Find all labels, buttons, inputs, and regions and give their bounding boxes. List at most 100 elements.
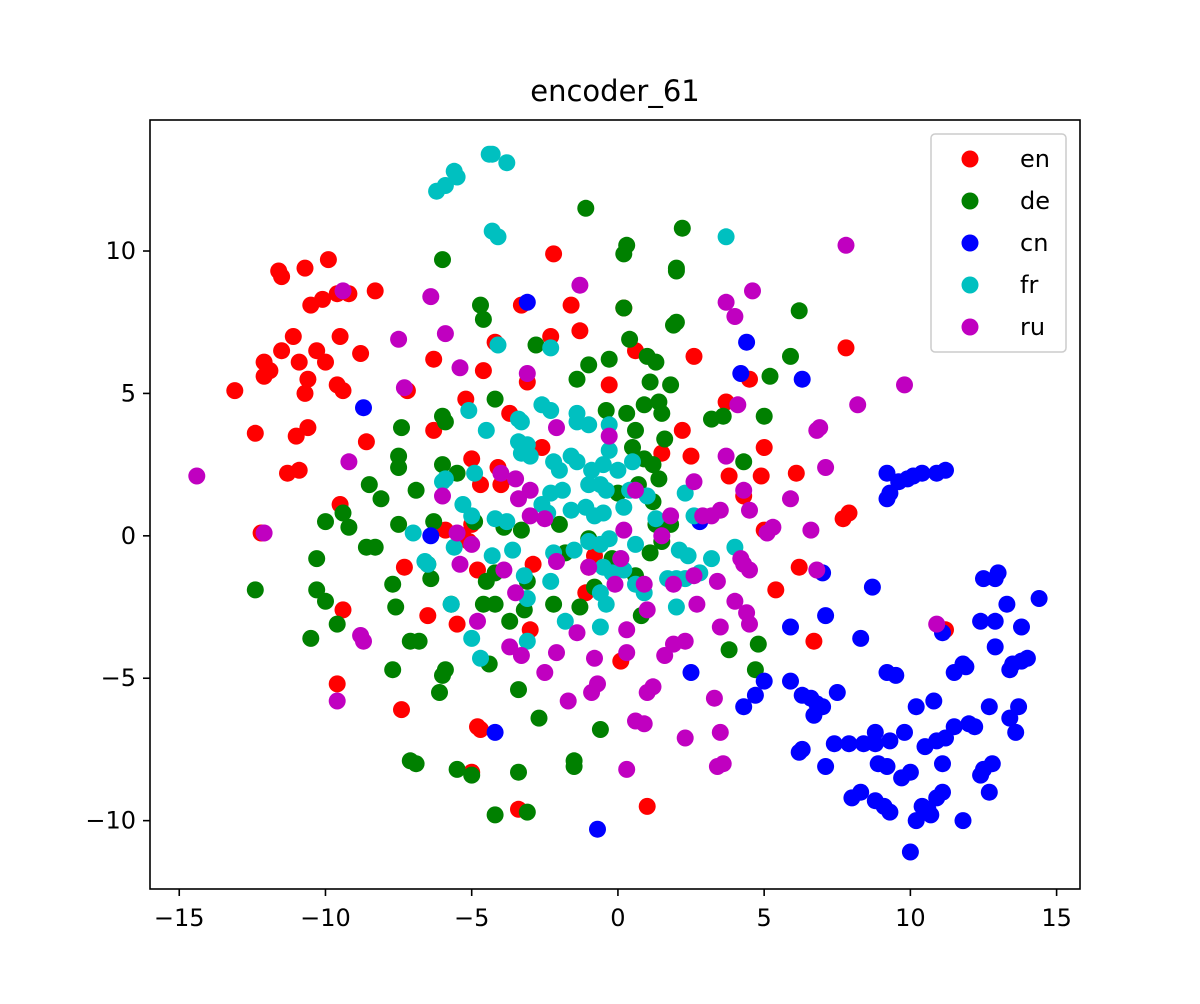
point-fr-20 xyxy=(580,416,598,434)
point-cn-55 xyxy=(980,698,998,716)
point-de-23 xyxy=(641,373,659,391)
point-ru-59 xyxy=(711,723,729,741)
point-en-36 xyxy=(419,607,437,625)
point-de-8 xyxy=(474,310,492,328)
point-fr-29 xyxy=(568,453,586,471)
point-de-66 xyxy=(530,709,548,727)
point-en-74 xyxy=(752,467,770,485)
point-de-48 xyxy=(366,538,384,556)
point-en-67 xyxy=(673,421,691,439)
point-de-114 xyxy=(735,453,753,471)
y-tick-label: 0 xyxy=(121,522,136,550)
legend-label-de: de xyxy=(1020,187,1050,215)
point-cn-19 xyxy=(746,686,764,704)
point-de-86 xyxy=(550,515,568,533)
series-ru xyxy=(188,236,946,778)
point-de-28 xyxy=(627,421,644,439)
point-de-43 xyxy=(334,504,352,522)
point-cn-1 xyxy=(355,399,372,417)
point-ru-36 xyxy=(510,490,527,508)
point-de-60 xyxy=(384,661,402,679)
point-ru-49 xyxy=(618,760,636,778)
plot-frame xyxy=(149,119,1081,890)
point-cn-32 xyxy=(852,783,870,801)
point-cn-3 xyxy=(732,365,750,382)
point-ru-13 xyxy=(355,632,372,650)
point-ru-25 xyxy=(548,644,565,662)
series-fr xyxy=(404,145,744,667)
point-ru-41 xyxy=(612,550,630,568)
point-cn-29 xyxy=(896,723,913,741)
point-de-32 xyxy=(393,419,410,437)
point-ru-7 xyxy=(451,359,469,377)
point-ru-32 xyxy=(580,558,598,576)
point-ru-57 xyxy=(708,572,726,590)
point-cn-90 xyxy=(913,464,931,482)
point-fr-6 xyxy=(498,154,516,172)
point-ru-21 xyxy=(507,584,525,602)
point-cn-8 xyxy=(817,607,835,625)
point-en-57 xyxy=(545,245,563,263)
point-de-109 xyxy=(703,410,720,428)
point-en-37 xyxy=(425,350,443,368)
point-ru-53 xyxy=(638,601,656,619)
point-en-19 xyxy=(331,328,349,345)
point-cn-68 xyxy=(957,658,975,676)
point-ru-61 xyxy=(714,755,732,773)
point-de-22 xyxy=(662,376,680,394)
point-fr-85 xyxy=(463,629,481,647)
point-cn-95 xyxy=(682,664,700,681)
point-ru-55 xyxy=(685,567,703,585)
point-de-75 xyxy=(565,758,583,775)
point-de-31 xyxy=(486,390,504,408)
point-en-13 xyxy=(284,328,302,345)
point-cn-12 xyxy=(782,672,799,690)
point-en-77 xyxy=(767,581,785,599)
point-ru-52 xyxy=(676,632,694,650)
point-de-25 xyxy=(635,396,653,414)
point-ru-24 xyxy=(536,664,554,681)
point-fr-86 xyxy=(472,649,489,667)
point-ru-22 xyxy=(501,638,519,656)
point-de-111 xyxy=(749,635,767,653)
point-de-110 xyxy=(720,641,738,659)
point-de-99 xyxy=(624,439,641,456)
point-en-80 xyxy=(805,632,823,650)
legend-label-cn: cn xyxy=(1020,229,1048,257)
point-en-42 xyxy=(463,450,481,468)
point-ru-0 xyxy=(188,467,206,485)
point-cn-52 xyxy=(945,718,963,736)
point-fr-37 xyxy=(466,464,484,482)
point-de-9 xyxy=(615,299,633,317)
point-cn-24 xyxy=(840,735,858,753)
point-de-76 xyxy=(591,721,609,738)
point-en-83 xyxy=(840,504,858,522)
point-de-11 xyxy=(665,316,682,334)
point-cn-59 xyxy=(980,783,998,801)
point-fr-33 xyxy=(609,461,627,479)
point-ru-37 xyxy=(521,481,539,499)
point-de-36 xyxy=(390,459,408,476)
point-fr-25 xyxy=(521,447,539,465)
series-cn xyxy=(355,293,1048,861)
point-ru-5 xyxy=(422,288,440,306)
point-fr-82 xyxy=(679,547,697,565)
point-fr-94 xyxy=(591,618,609,636)
point-fr-31 xyxy=(594,456,612,474)
point-de-71 xyxy=(510,763,527,781)
point-de-113 xyxy=(755,407,773,425)
point-de-62 xyxy=(434,666,451,684)
point-cn-45 xyxy=(934,783,951,801)
point-fr-36 xyxy=(434,473,451,491)
point-ru-42 xyxy=(635,575,653,593)
point-en-11 xyxy=(255,367,273,385)
point-de-21 xyxy=(761,367,779,385)
point-cn-7 xyxy=(782,618,799,636)
point-cn-42 xyxy=(907,812,925,830)
point-cn-4 xyxy=(793,370,811,388)
point-fr-15 xyxy=(512,413,530,431)
point-cn-9 xyxy=(863,578,881,596)
point-ru-80 xyxy=(717,447,735,465)
point-cn-43 xyxy=(922,806,940,824)
